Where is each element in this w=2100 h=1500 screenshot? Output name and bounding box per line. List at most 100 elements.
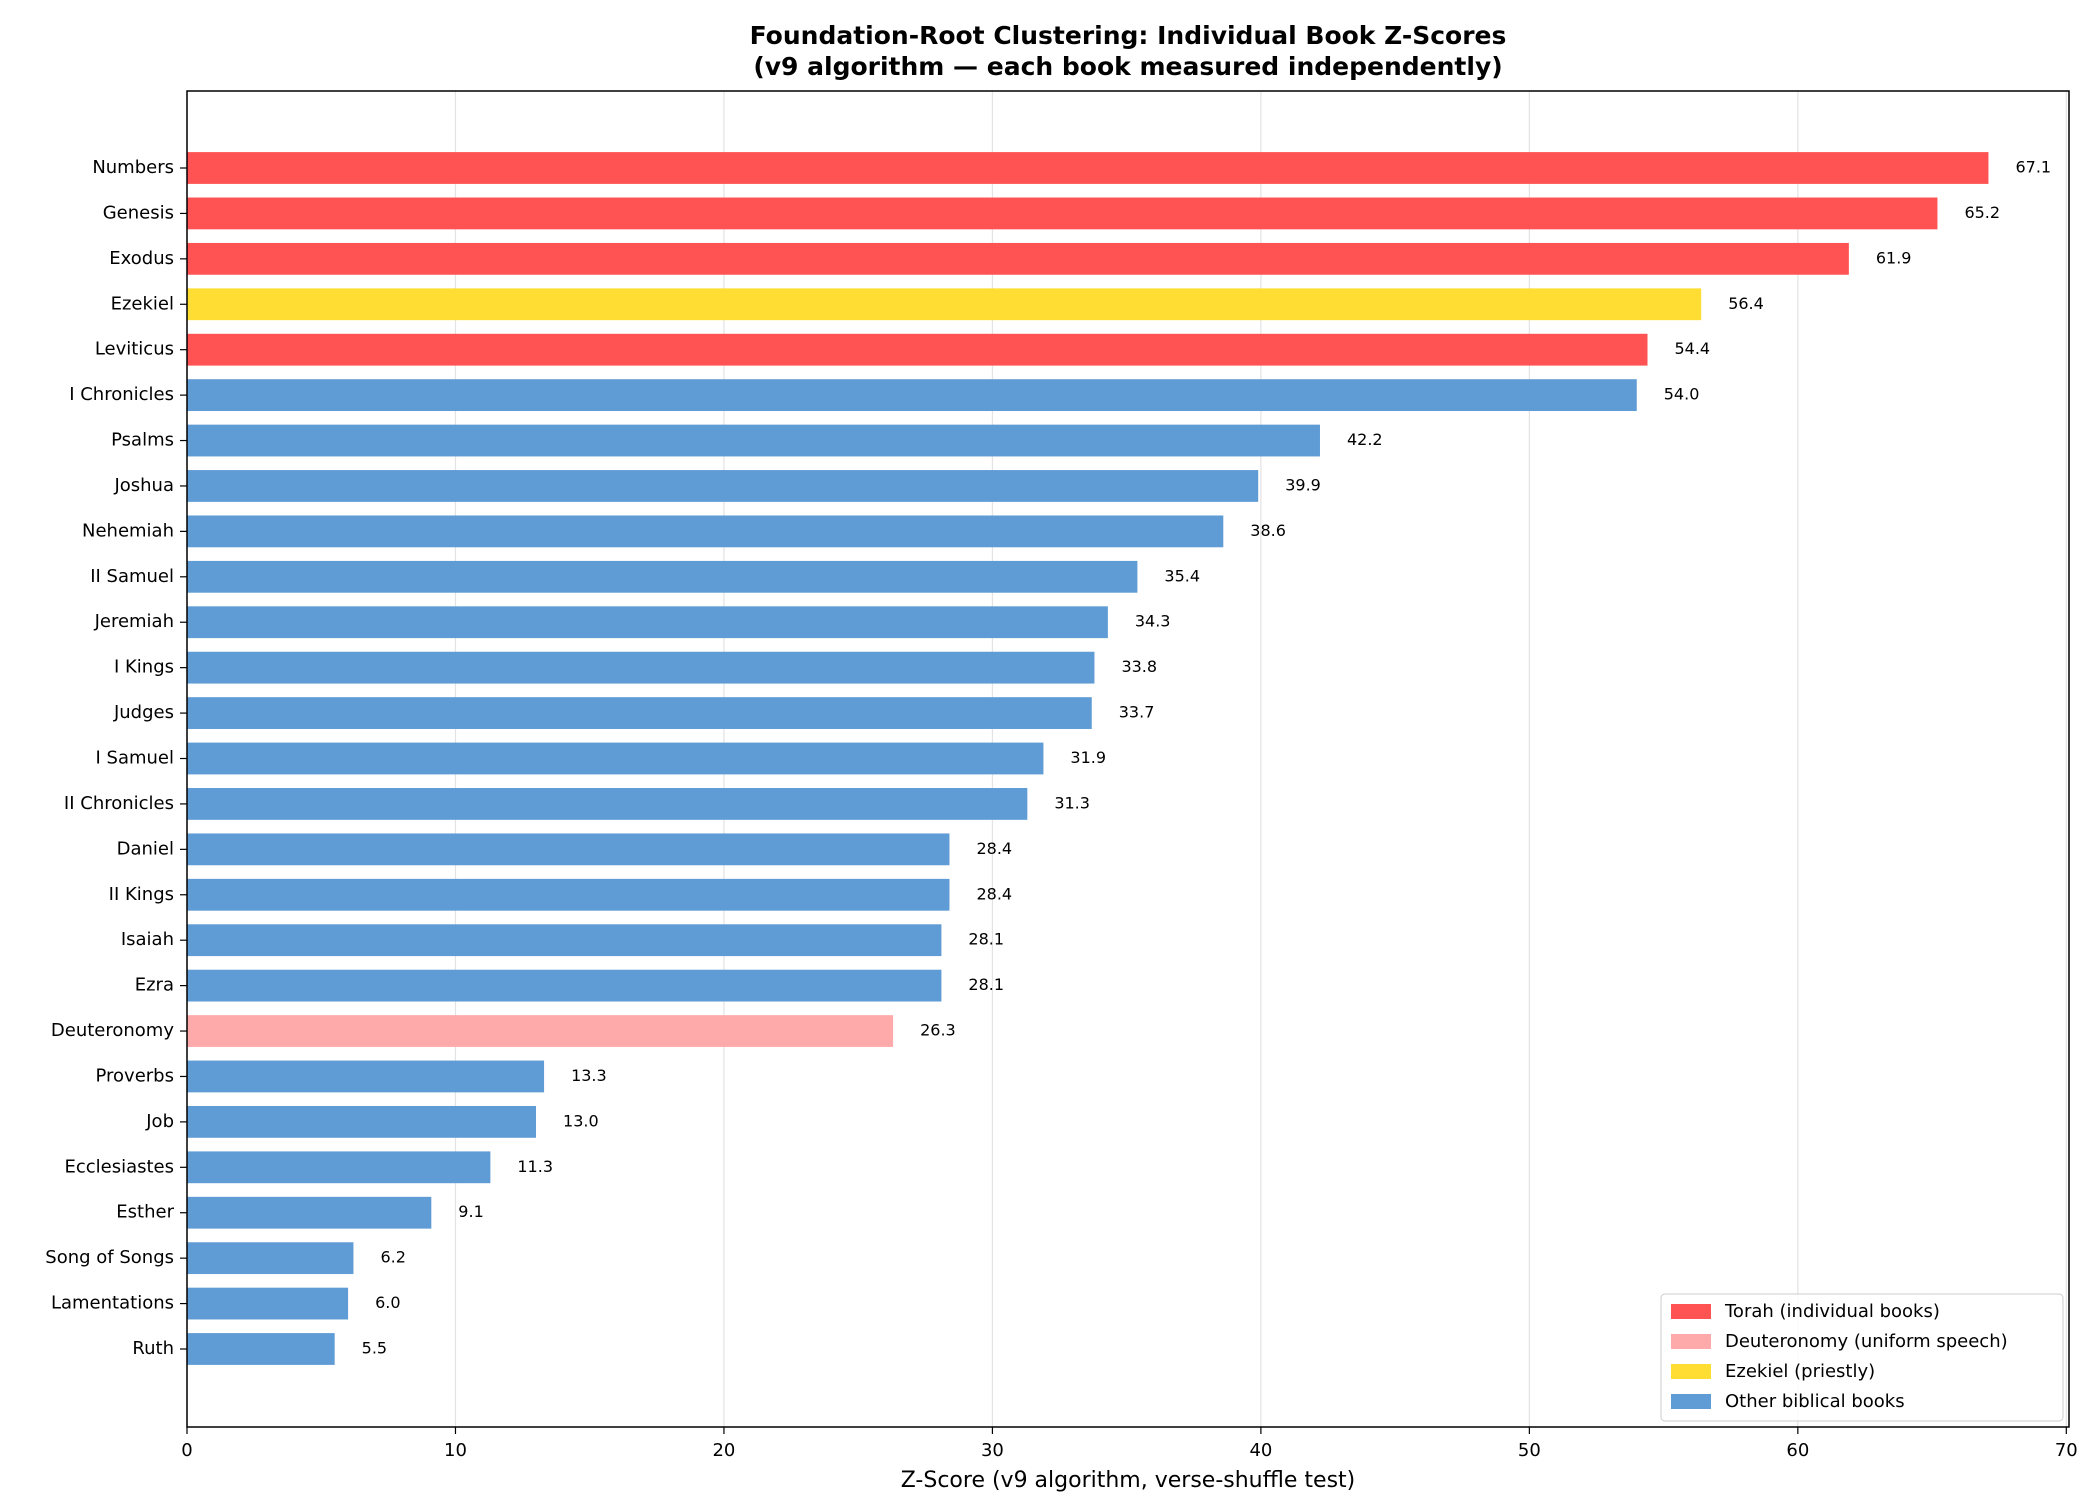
bar [187,288,1702,321]
y-tick-label: Genesis [103,202,174,223]
bar [187,1105,537,1138]
x-tick-label: 30 [981,1440,1004,1461]
x-axis-label: Z-Score (v9 algorithm, verse-shuffle tes… [901,1468,1356,1493]
chart-subtitle: (v9 algorithm — each book measured indep… [753,52,1502,81]
value-label: 35.4 [1164,566,1200,585]
legend-label: Deuteronomy (uniform speech) [1725,1331,2008,1352]
bar [187,424,1320,457]
bar [187,697,1092,729]
y-tick-label: I Chronicles [69,384,174,405]
legend-swatch [1671,1394,1711,1409]
legend-swatch [1671,1334,1711,1349]
bar [187,788,1028,820]
value-label: 65.2 [1964,203,2000,222]
y-tick-label: Ecclesiastes [64,1156,174,1177]
y-tick-label: Job [145,1111,174,1132]
y-tick-label: Numbers [92,157,174,178]
x-tick-label: 60 [1786,1440,1809,1461]
value-label: 9.1 [458,1202,483,1221]
bar [187,515,1224,548]
value-label: 13.0 [563,1111,599,1130]
bar [187,1060,545,1093]
legend-swatch [1671,1364,1711,1379]
y-tick-label: Esther [116,1202,174,1223]
bar [187,470,1259,502]
bar [187,742,1044,775]
y-tick-label: Lamentations [51,1293,174,1314]
value-label: 54.4 [1674,339,1710,358]
bar [187,969,942,1002]
legend-box [1660,1293,2064,1422]
value-label: 26.3 [920,1021,956,1040]
y-tick-label: Nehemiah [82,520,174,541]
bar [187,560,1138,593]
bar [187,1333,335,1365]
y-tick-label: Judges [113,702,174,723]
y-tick-label: II Kings [109,884,174,905]
x-tick-label: 40 [1249,1440,1272,1461]
y-tick-label: Song of Songs [45,1247,174,1268]
value-label: 11.3 [517,1157,553,1176]
bar [187,1196,432,1229]
plot-frame [186,90,2070,1428]
value-label: 28.1 [968,930,1004,949]
y-tick-label: Ezra [135,975,174,996]
y-tick-label: Ruth [132,1338,174,1359]
y-tick-label: Daniel [117,838,174,859]
bar [187,242,1849,275]
value-label: 33.7 [1119,703,1155,722]
value-label: 38.6 [1250,521,1286,540]
y-tick-label: Deuteronomy [51,1020,174,1041]
legend-label: Other biblical books [1725,1391,1905,1412]
bar [187,924,942,957]
y-tick-label: II Chronicles [64,793,174,814]
x-tick-label: 70 [2055,1440,2078,1461]
x-tick-label: 0 [181,1440,192,1461]
bar [187,1287,349,1320]
value-label: 54.0 [1664,385,1700,404]
bar [187,833,950,866]
bar [187,878,950,911]
value-label: 28.4 [976,884,1012,903]
value-label: 67.1 [2015,158,2051,177]
value-label: 28.4 [976,839,1012,858]
y-tick-label: Proverbs [96,1065,175,1086]
legend-swatch [1671,1304,1711,1319]
legend-label: Torah (individual books) [1724,1301,1940,1322]
legend-label: Ezekiel (priestly) [1725,1361,1875,1382]
value-label: 6.2 [380,1248,405,1267]
x-tick-label: 20 [712,1440,735,1461]
bar [187,1242,354,1275]
value-label: 6.0 [375,1293,400,1312]
bar [187,379,1637,412]
y-tick-label: II Samuel [90,566,174,587]
value-label: 39.9 [1285,475,1321,494]
y-tick-label: Ezekiel [111,293,174,314]
y-tick-label: Leviticus [95,339,174,360]
x-tick-label: 10 [444,1440,467,1461]
bar [187,197,1938,230]
y-tick-label: Joshua [113,475,174,496]
value-label: 28.1 [968,975,1004,994]
value-label: 33.8 [1121,657,1157,676]
value-label: 31.9 [1070,748,1106,767]
value-label: 42.2 [1347,430,1383,449]
x-tick-label: 50 [1518,1440,1541,1461]
y-tick-label: Psalms [111,430,174,451]
value-label: 5.5 [362,1339,387,1358]
y-tick-label: I Kings [114,657,174,678]
chart-title: Foundation-Root Clustering: Individual B… [750,21,1507,50]
value-label: 31.3 [1054,793,1090,812]
y-tick-label: Isaiah [121,929,174,950]
bar [187,152,1989,184]
y-tick-label: Exodus [109,248,174,269]
value-label: 13.3 [571,1066,607,1085]
value-label: 34.3 [1135,612,1171,631]
value-label: 61.9 [1876,248,1912,267]
bar [187,1015,894,1047]
bar [187,333,1648,366]
y-tick-label: Jeremiah [94,611,174,632]
bar [187,606,1108,639]
bar [187,1151,491,1184]
